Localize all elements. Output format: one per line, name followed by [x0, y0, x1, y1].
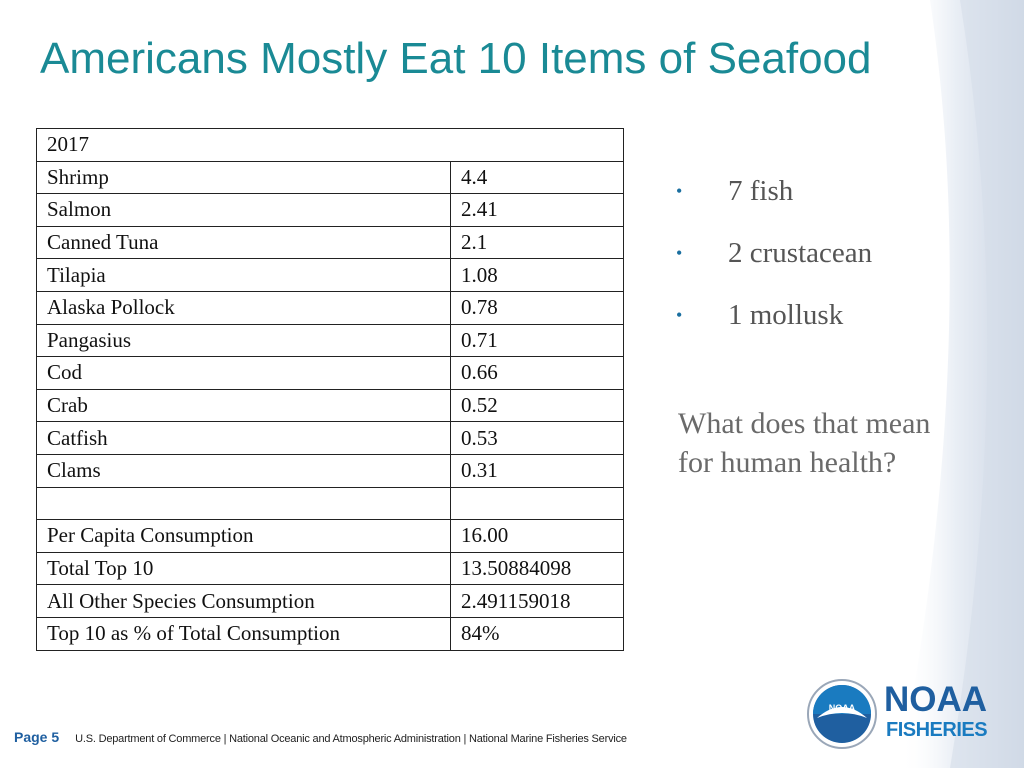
- page-number: Page 5: [14, 729, 60, 745]
- summary-row: Top 10 as % of Total Consumption 84%: [36, 616, 624, 651]
- species-name: Crab: [36, 388, 451, 423]
- species-value: 0.53: [450, 421, 624, 455]
- species-name: Canned Tuna: [36, 225, 451, 260]
- table-row: Alaska Pollock 0.78: [36, 290, 624, 325]
- bullet-marker: •: [676, 180, 683, 201]
- species-value: 0.52: [450, 388, 624, 423]
- species-value: 2.41: [450, 193, 624, 227]
- species-name: Cod: [36, 356, 451, 390]
- table-row: Shrimp 4.4: [36, 160, 624, 195]
- slide-title: Americans Mostly Eat 10 Items of Seafood: [40, 34, 872, 83]
- summary-row: Total Top 10 13.50884098: [36, 551, 624, 586]
- summary-row: All Other Species Consumption 2.49115901…: [36, 584, 624, 618]
- species-name: Catfish: [36, 421, 451, 455]
- summary-label: Total Top 10: [36, 551, 451, 586]
- slide-footer: Page 5 U.S. Department of Commerce | Nat…: [14, 729, 627, 745]
- species-value: 0.78: [450, 290, 624, 325]
- logo-fisheries-text: FISHERIES: [886, 719, 988, 741]
- summary-value: 13.50884098: [450, 551, 624, 586]
- table-row: Pangasius 0.71: [36, 323, 624, 358]
- bullet-text: 7 fish: [728, 174, 794, 207]
- species-value: 0.71: [450, 323, 624, 358]
- species-value: 2.1: [450, 225, 624, 260]
- bullet-text: 1 mollusk: [728, 298, 844, 331]
- noaa-emblem-icon: NOAA: [807, 679, 877, 749]
- table-row: Canned Tuna 2.1: [36, 225, 624, 260]
- table-row: Catfish 0.53: [36, 421, 624, 455]
- table-row: Clams 0.31: [36, 453, 624, 488]
- table-spacer-row: [36, 486, 624, 521]
- summary-label: Top 10 as % of Total Consumption: [36, 616, 451, 651]
- species-name: Alaska Pollock: [36, 290, 451, 325]
- bullet-item: • 7 fish: [676, 160, 872, 222]
- noaa-fisheries-logo: NOAA NOAA FISHERIES: [806, 678, 988, 750]
- logo-noaa-text: NOAA: [884, 680, 988, 719]
- species-value: 0.66: [450, 356, 624, 390]
- summary-value: 2.491159018: [450, 584, 624, 618]
- summary-label: Per Capita Consumption: [36, 519, 451, 553]
- seafood-consumption-table: 2017 Shrimp 4.4 Salmon 2.41 Canned Tuna …: [36, 128, 624, 651]
- bullet-item: • 1 mollusk: [676, 284, 872, 346]
- table-row: Tilapia 1.08: [36, 258, 624, 292]
- species-value: 0.31: [450, 453, 624, 488]
- emblem-text: NOAA: [829, 703, 856, 713]
- footer-credits: U.S. Department of Commerce | National O…: [75, 733, 627, 745]
- table-row: Salmon 2.41: [36, 193, 624, 227]
- summary-label: All Other Species Consumption: [36, 584, 451, 618]
- species-value: 4.4: [450, 160, 624, 195]
- category-bullet-list: • 7 fish • 2 crustacean • 1 mollusk: [676, 160, 872, 346]
- bullet-item: • 2 crustacean: [676, 222, 872, 284]
- species-name: Tilapia: [36, 258, 451, 292]
- bullet-marker: •: [676, 242, 683, 263]
- summary-value: 84%: [450, 616, 624, 651]
- species-name: Shrimp: [36, 160, 451, 195]
- species-name: Salmon: [36, 193, 451, 227]
- species-name: Clams: [36, 453, 451, 488]
- empty-cell: [36, 486, 451, 521]
- species-name: Pangasius: [36, 323, 451, 358]
- bullet-marker: •: [676, 304, 683, 325]
- table-row: Crab 0.52: [36, 388, 624, 423]
- discussion-question: What does that mean for human health?: [678, 407, 931, 479]
- table-year-header: 2017: [36, 128, 624, 162]
- summary-row: Per Capita Consumption 16.00: [36, 519, 624, 553]
- table-row: Cod 0.66: [36, 356, 624, 390]
- table-header-row: 2017: [36, 128, 624, 162]
- bullet-text: 2 crustacean: [728, 236, 873, 269]
- empty-cell: [450, 486, 624, 521]
- summary-value: 16.00: [450, 519, 624, 553]
- species-value: 1.08: [450, 258, 624, 292]
